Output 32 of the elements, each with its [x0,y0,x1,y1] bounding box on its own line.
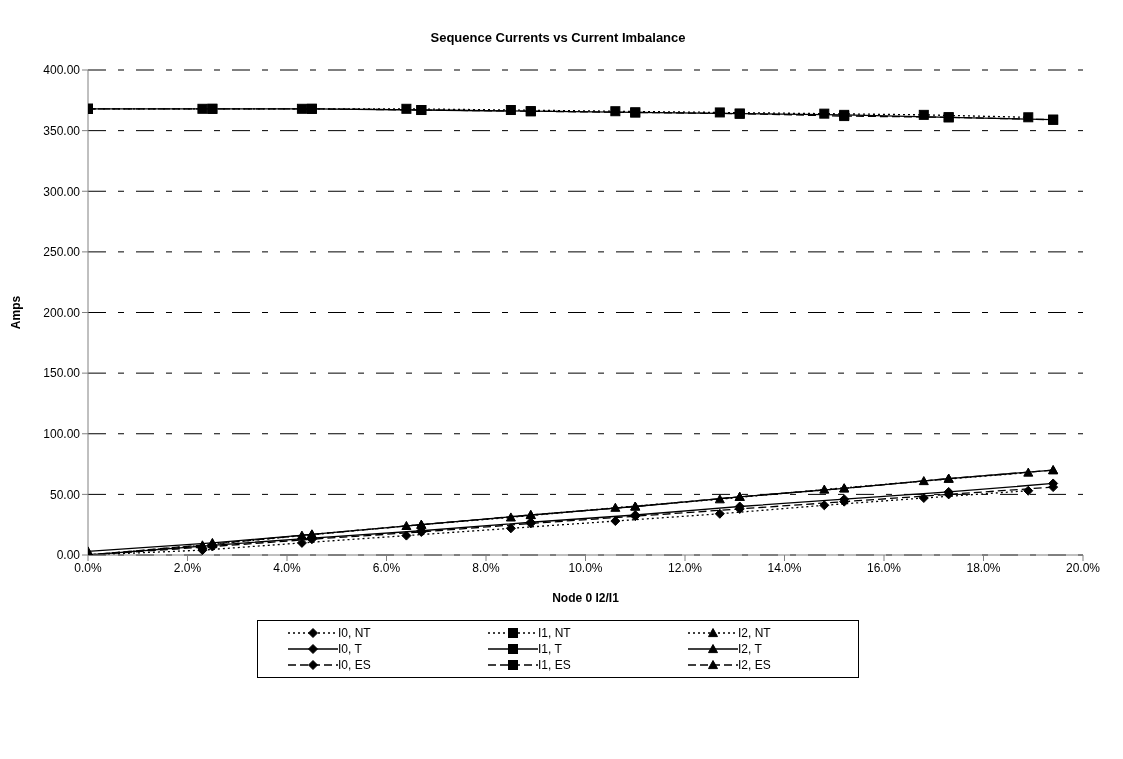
y-tick-label: 50.00 [49,487,81,502]
legend-label: I0, NT [338,626,371,640]
x-axis-title: Node 0 I2/I1 [552,591,620,605]
chart-title: Sequence Currents vs Current Imbalance [429,30,687,47]
legend-label: I2, T [738,642,762,656]
y-tick-label: 200.00 [43,305,81,320]
legend-label: I1, T [538,642,562,656]
legend-label: I2, NT [738,626,771,640]
x-tick-label: 12.0% [667,560,703,575]
y-tick-label: 0.00 [56,548,81,563]
x-tick-label: 4.0% [273,560,301,575]
x-tick-label: 10.0% [568,560,603,575]
y-tick-label: 300.00 [43,184,81,199]
x-tick-label: 14.0% [767,560,802,575]
x-tick-label: 8.0% [472,560,500,575]
y-axis-title: Amps [9,295,24,330]
y-tick-label: 350.00 [43,123,81,138]
y-tick-label: 100.00 [43,427,81,442]
legend-label: I1, ES [538,658,571,672]
x-tick-label: 6.0% [372,560,401,575]
legend-label: I2, ES [738,658,771,672]
x-tick-label: 16.0% [866,560,902,575]
y-tick-label: 150.00 [43,366,81,381]
x-tick-label: 18.0% [966,560,1001,575]
legend-label: I0, T [338,642,362,656]
legend-label: I0, ES [338,658,371,672]
x-tick-label: 20.0% [1065,560,1101,575]
legend-label: I1, NT [538,626,571,640]
x-tick-label: 2.0% [173,560,202,575]
y-tick-label: 400.00 [43,63,81,78]
x-tick-label: 0.0% [74,560,102,575]
y-tick-label: 250.00 [43,245,81,260]
